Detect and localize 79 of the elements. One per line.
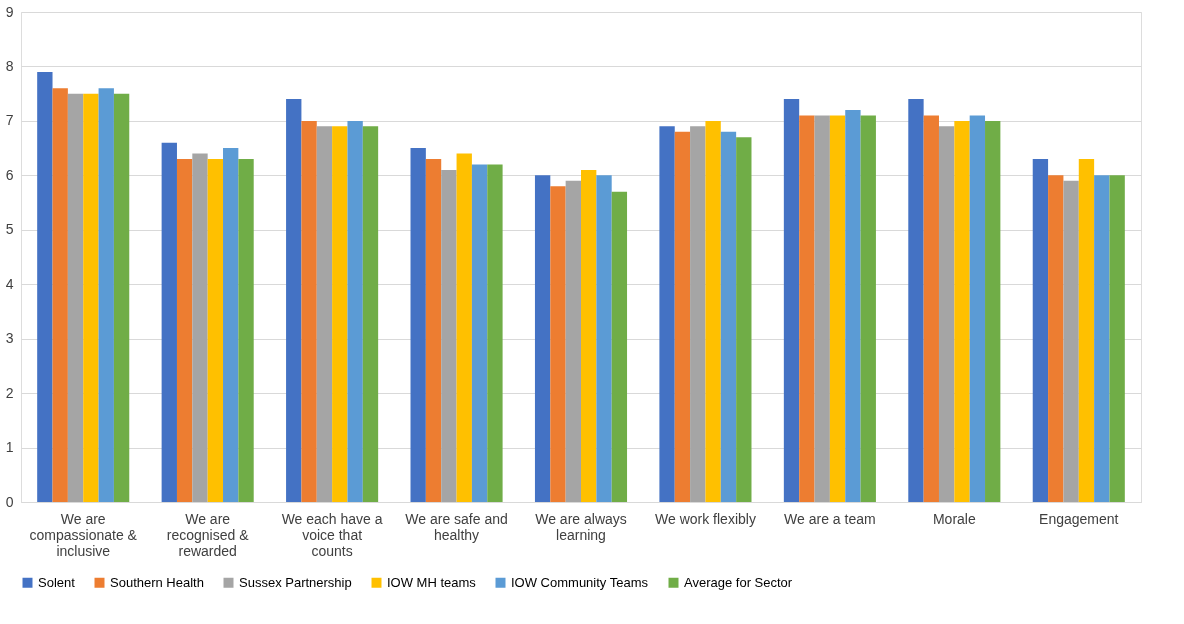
bar bbox=[860, 115, 876, 502]
x-tick-label: We are safe and healthy bbox=[405, 510, 508, 543]
bar bbox=[908, 99, 924, 502]
x-tick-label: We are a team bbox=[784, 510, 876, 527]
bar bbox=[954, 120, 970, 502]
bar bbox=[720, 131, 737, 502]
legend-label: IOW MH teams bbox=[387, 574, 477, 590]
bar bbox=[347, 120, 363, 502]
legend-label: Sussex Partnership bbox=[239, 574, 352, 590]
bar bbox=[736, 137, 752, 502]
bar bbox=[596, 175, 612, 502]
legend-label: Southern Health bbox=[110, 574, 204, 590]
bar bbox=[487, 164, 503, 502]
bar bbox=[410, 148, 426, 502]
x-tick-label: We are recognised & rewarded bbox=[166, 510, 250, 559]
y-tick-label: 2 bbox=[5, 384, 14, 401]
bar bbox=[814, 115, 830, 502]
x-tick-label: Morale bbox=[932, 510, 976, 527]
bar bbox=[550, 186, 566, 502]
bar bbox=[581, 169, 597, 502]
bar bbox=[52, 88, 68, 502]
bar bbox=[425, 159, 442, 502]
bar bbox=[674, 131, 691, 502]
legend-label: Average for Sector bbox=[684, 574, 793, 590]
bar bbox=[1078, 159, 1095, 502]
y-tick-label: 0 bbox=[5, 493, 14, 510]
bar bbox=[301, 120, 317, 502]
bar bbox=[223, 148, 239, 502]
legend-label: Solent bbox=[38, 574, 76, 590]
bar bbox=[192, 153, 208, 502]
bar bbox=[1048, 175, 1064, 502]
bar bbox=[441, 169, 457, 502]
bar bbox=[332, 126, 348, 502]
bar bbox=[83, 93, 99, 502]
bar bbox=[471, 164, 488, 502]
bar bbox=[161, 142, 177, 502]
x-tick-label: Engagement bbox=[1039, 510, 1119, 527]
y-tick-label: 6 bbox=[5, 166, 14, 183]
x-tick-label: We each have a voice that counts bbox=[281, 510, 383, 559]
x-tick-label: We are compassionate & inclusive bbox=[29, 510, 138, 559]
y-tick-label: 7 bbox=[5, 112, 14, 129]
bar bbox=[456, 153, 472, 502]
bar bbox=[67, 93, 84, 502]
bar bbox=[98, 88, 114, 502]
bar bbox=[1063, 180, 1079, 502]
y-tick-label: 8 bbox=[5, 57, 14, 74]
bar bbox=[37, 71, 53, 502]
bar bbox=[845, 110, 861, 502]
bar bbox=[923, 115, 939, 502]
bar bbox=[362, 126, 379, 502]
y-tick-label: 9 bbox=[5, 3, 14, 20]
bar bbox=[690, 126, 706, 502]
bar bbox=[1094, 175, 1110, 502]
legend-label: IOW Community Teams bbox=[511, 574, 649, 590]
bar bbox=[611, 191, 628, 502]
bar bbox=[565, 180, 581, 502]
bar bbox=[1109, 175, 1125, 502]
bar bbox=[286, 99, 302, 502]
y-tick-label: 1 bbox=[5, 439, 14, 456]
bar bbox=[534, 175, 551, 502]
y-tick-label: 5 bbox=[5, 221, 14, 238]
bar bbox=[938, 126, 955, 502]
bar bbox=[207, 159, 224, 502]
bar bbox=[829, 115, 846, 502]
bar bbox=[316, 126, 333, 502]
y-tick-label: 3 bbox=[5, 330, 14, 347]
bar bbox=[176, 159, 193, 502]
bar bbox=[705, 120, 721, 502]
bar bbox=[969, 115, 986, 502]
bar bbox=[238, 159, 254, 502]
bar bbox=[799, 115, 815, 502]
bar bbox=[783, 99, 800, 502]
bar bbox=[985, 120, 1001, 502]
y-tick-label: 4 bbox=[5, 275, 14, 292]
bar bbox=[1032, 159, 1049, 502]
bar bbox=[659, 126, 675, 502]
bar bbox=[113, 93, 130, 502]
x-tick-label: We are always learning bbox=[535, 510, 627, 543]
x-tick-label: We work flexibly bbox=[655, 510, 756, 527]
